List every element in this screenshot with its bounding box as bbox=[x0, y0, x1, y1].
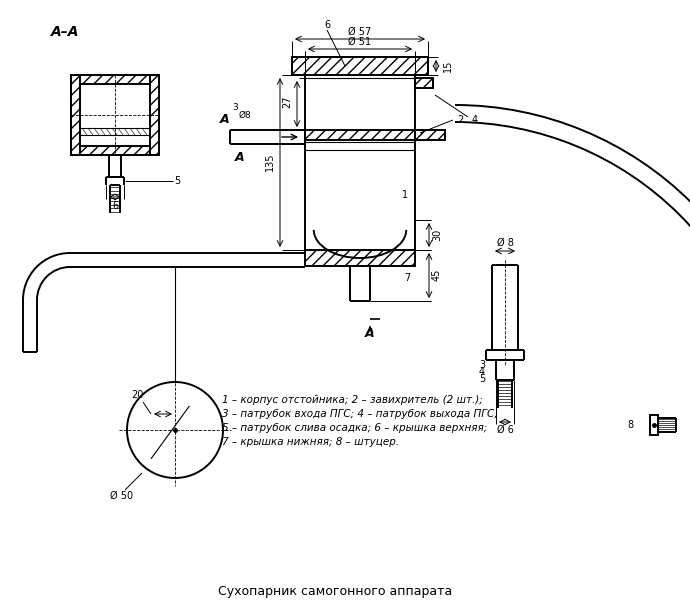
Text: 2: 2 bbox=[457, 115, 463, 125]
Bar bbox=[109, 155, 121, 177]
Bar bbox=[71, 75, 80, 155]
Text: Ø 8: Ø 8 bbox=[497, 238, 513, 248]
Bar bbox=[71, 75, 159, 84]
Text: 1: 1 bbox=[402, 190, 408, 200]
Bar bbox=[305, 130, 415, 140]
Text: 5: 5 bbox=[174, 176, 180, 186]
Text: 6: 6 bbox=[112, 201, 118, 211]
Bar bbox=[71, 146, 159, 155]
Bar bbox=[650, 415, 658, 435]
Text: Ø 51: Ø 51 bbox=[348, 37, 371, 47]
Text: 3: 3 bbox=[232, 102, 238, 111]
Text: 3: 3 bbox=[479, 360, 485, 370]
Text: 135: 135 bbox=[265, 153, 275, 171]
Text: 3 – патрубок входа ПГС; 4 – патрубок выхода ПГС;: 3 – патрубок входа ПГС; 4 – патрубок вых… bbox=[222, 409, 497, 419]
Bar bbox=[150, 75, 159, 155]
Bar bbox=[415, 78, 433, 88]
Text: А: А bbox=[365, 326, 375, 340]
Bar bbox=[71, 75, 159, 155]
Text: Ø8: Ø8 bbox=[239, 111, 251, 119]
Text: 7: 7 bbox=[404, 273, 410, 283]
Text: 5: 5 bbox=[479, 374, 485, 384]
Text: 27: 27 bbox=[282, 95, 292, 108]
Text: 15: 15 bbox=[443, 60, 453, 72]
Text: Ø 50: Ø 50 bbox=[110, 491, 134, 501]
Bar bbox=[415, 130, 445, 140]
Text: 4: 4 bbox=[479, 367, 485, 377]
Bar bbox=[305, 250, 415, 266]
Text: 5 – патрубок слива осадка; 6 – крышка верхняя;: 5 – патрубок слива осадка; 6 – крышка ве… bbox=[222, 423, 487, 433]
Text: 20: 20 bbox=[131, 390, 144, 400]
Text: Сухопарник самогонного аппарата: Сухопарник самогонного аппарата bbox=[218, 586, 452, 599]
Text: Ø 6: Ø 6 bbox=[497, 425, 513, 435]
Text: 30: 30 bbox=[432, 229, 442, 241]
Text: 8: 8 bbox=[627, 420, 633, 430]
Text: 1 – корпус отстойника; 2 – завихритель (2 шт.);: 1 – корпус отстойника; 2 – завихритель (… bbox=[222, 395, 483, 405]
Bar bbox=[292, 57, 428, 75]
Text: 6: 6 bbox=[324, 20, 330, 30]
Text: 7 – крышка нижняя; 8 – штуцер.: 7 – крышка нижняя; 8 – штуцер. bbox=[222, 437, 399, 447]
Text: А–А: А–А bbox=[51, 25, 79, 39]
Text: Ø 57: Ø 57 bbox=[348, 27, 372, 37]
Text: 45: 45 bbox=[432, 269, 442, 281]
Text: А: А bbox=[220, 113, 230, 125]
Text: А: А bbox=[235, 151, 245, 163]
Text: 4: 4 bbox=[472, 115, 478, 125]
